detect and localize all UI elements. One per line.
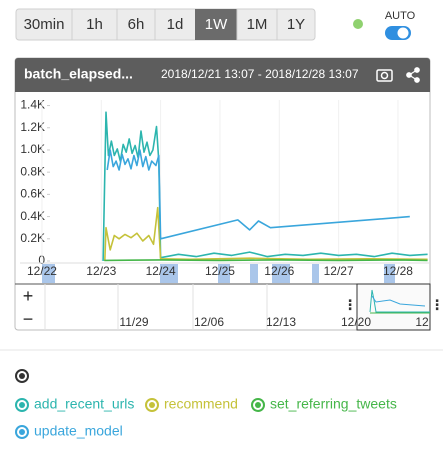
series-line bbox=[104, 259, 428, 262]
legend-ring[interactable] bbox=[145, 398, 159, 412]
chart-subtitle: 2018/12/21 13:07 - 2018/12/28 13:07 bbox=[161, 67, 359, 81]
y-tick-label: 0.6K bbox=[20, 187, 45, 201]
range-button[interactable]: 1h bbox=[86, 16, 103, 33]
legend-dot[interactable] bbox=[255, 402, 261, 408]
x-tick-label: 12/24 bbox=[146, 264, 176, 278]
legend-ring[interactable] bbox=[251, 398, 265, 412]
x-tick-label: 12/26 bbox=[264, 264, 294, 278]
range-button-active[interactable] bbox=[195, 9, 237, 40]
navigator-minichart bbox=[369, 289, 430, 314]
share-node[interactable] bbox=[406, 72, 412, 78]
navigator-date: 11/29 bbox=[119, 315, 148, 329]
mini-line bbox=[371, 295, 426, 307]
x-tick-label: 12/23 bbox=[86, 264, 116, 278]
share-node[interactable] bbox=[414, 67, 420, 73]
shade bbox=[42, 264, 55, 283]
toggle-all[interactable] bbox=[15, 369, 29, 383]
shade bbox=[312, 264, 319, 283]
legend-dot[interactable] bbox=[19, 402, 25, 408]
auto-toggle[interactable] bbox=[385, 26, 411, 40]
series-line bbox=[102, 111, 428, 262]
toggle-all-ring[interactable] bbox=[15, 369, 29, 383]
nav-handle[interactable]: ⋮ bbox=[430, 297, 443, 313]
camera-body[interactable] bbox=[376, 69, 393, 82]
share-node[interactable] bbox=[414, 77, 420, 83]
y-tick-label: 1.2K bbox=[20, 120, 45, 134]
navigator-date: 12/13 bbox=[266, 315, 296, 329]
y-tick-label: 0.4K bbox=[20, 209, 45, 223]
navigator-date: 12/20 bbox=[341, 315, 371, 329]
navigator-date: 12/06 bbox=[194, 315, 224, 329]
shade bbox=[272, 264, 290, 283]
range-button[interactable]: 1Y bbox=[287, 16, 305, 33]
toggle-knob[interactable] bbox=[397, 27, 409, 39]
legend-dot[interactable] bbox=[19, 429, 25, 435]
series-line bbox=[104, 206, 428, 262]
legend-label[interactable]: update_model bbox=[34, 423, 123, 439]
y-tick-label: 0.2K bbox=[20, 231, 45, 245]
legend-label[interactable]: add_recent_urls bbox=[34, 396, 134, 412]
x-tick-label: 12/27 bbox=[324, 264, 354, 278]
range-button[interactable]: 1M bbox=[247, 16, 268, 33]
camera-icon[interactable] bbox=[376, 69, 393, 82]
auto-label: AUTO bbox=[385, 10, 416, 22]
toggle-all-dot[interactable] bbox=[19, 373, 25, 379]
shade bbox=[218, 264, 230, 283]
range-button[interactable]: 1d bbox=[167, 16, 184, 33]
range-bar bbox=[15, 8, 316, 41]
x-tick-label: 12/28 bbox=[383, 264, 413, 278]
shade bbox=[384, 264, 395, 283]
legend-label[interactable]: set_referring_tweets bbox=[270, 396, 397, 412]
range-button[interactable]: 6h bbox=[128, 16, 145, 33]
series-line bbox=[106, 149, 410, 240]
shade bbox=[250, 264, 258, 283]
nav-handle[interactable]: ⋮ bbox=[343, 297, 357, 313]
navigator-date: 12 bbox=[415, 315, 429, 329]
x-tick-label: 12/22 bbox=[27, 264, 57, 278]
legend-dot[interactable] bbox=[149, 402, 155, 408]
legend-label[interactable]: recommend bbox=[164, 396, 238, 412]
navigator-window[interactable] bbox=[356, 283, 431, 331]
camera-lens[interactable] bbox=[380, 71, 389, 80]
navigator-grid bbox=[44, 284, 268, 330]
legend-ring[interactable] bbox=[15, 398, 29, 412]
status-dot bbox=[353, 19, 363, 29]
panel-header bbox=[15, 58, 430, 92]
night-shading bbox=[42, 264, 395, 283]
zoom-in[interactable]: + bbox=[23, 286, 34, 306]
zoom-out[interactable]: − bbox=[23, 309, 34, 329]
chart-title: batch_elapsed... bbox=[24, 66, 133, 82]
range-button[interactable]: 30min bbox=[24, 16, 65, 33]
legend-ring[interactable] bbox=[15, 425, 29, 439]
range-button[interactable]: 1W bbox=[205, 16, 228, 33]
share-icon[interactable] bbox=[406, 67, 420, 83]
mini-line bbox=[369, 289, 430, 313]
y-tick-label: 1.4K bbox=[20, 98, 45, 112]
x-tick-label: 12/25 bbox=[205, 264, 235, 278]
y-tick-label: 0.8K bbox=[20, 164, 45, 178]
shade bbox=[160, 264, 178, 283]
y-tick-label: 1.0K bbox=[20, 142, 45, 156]
